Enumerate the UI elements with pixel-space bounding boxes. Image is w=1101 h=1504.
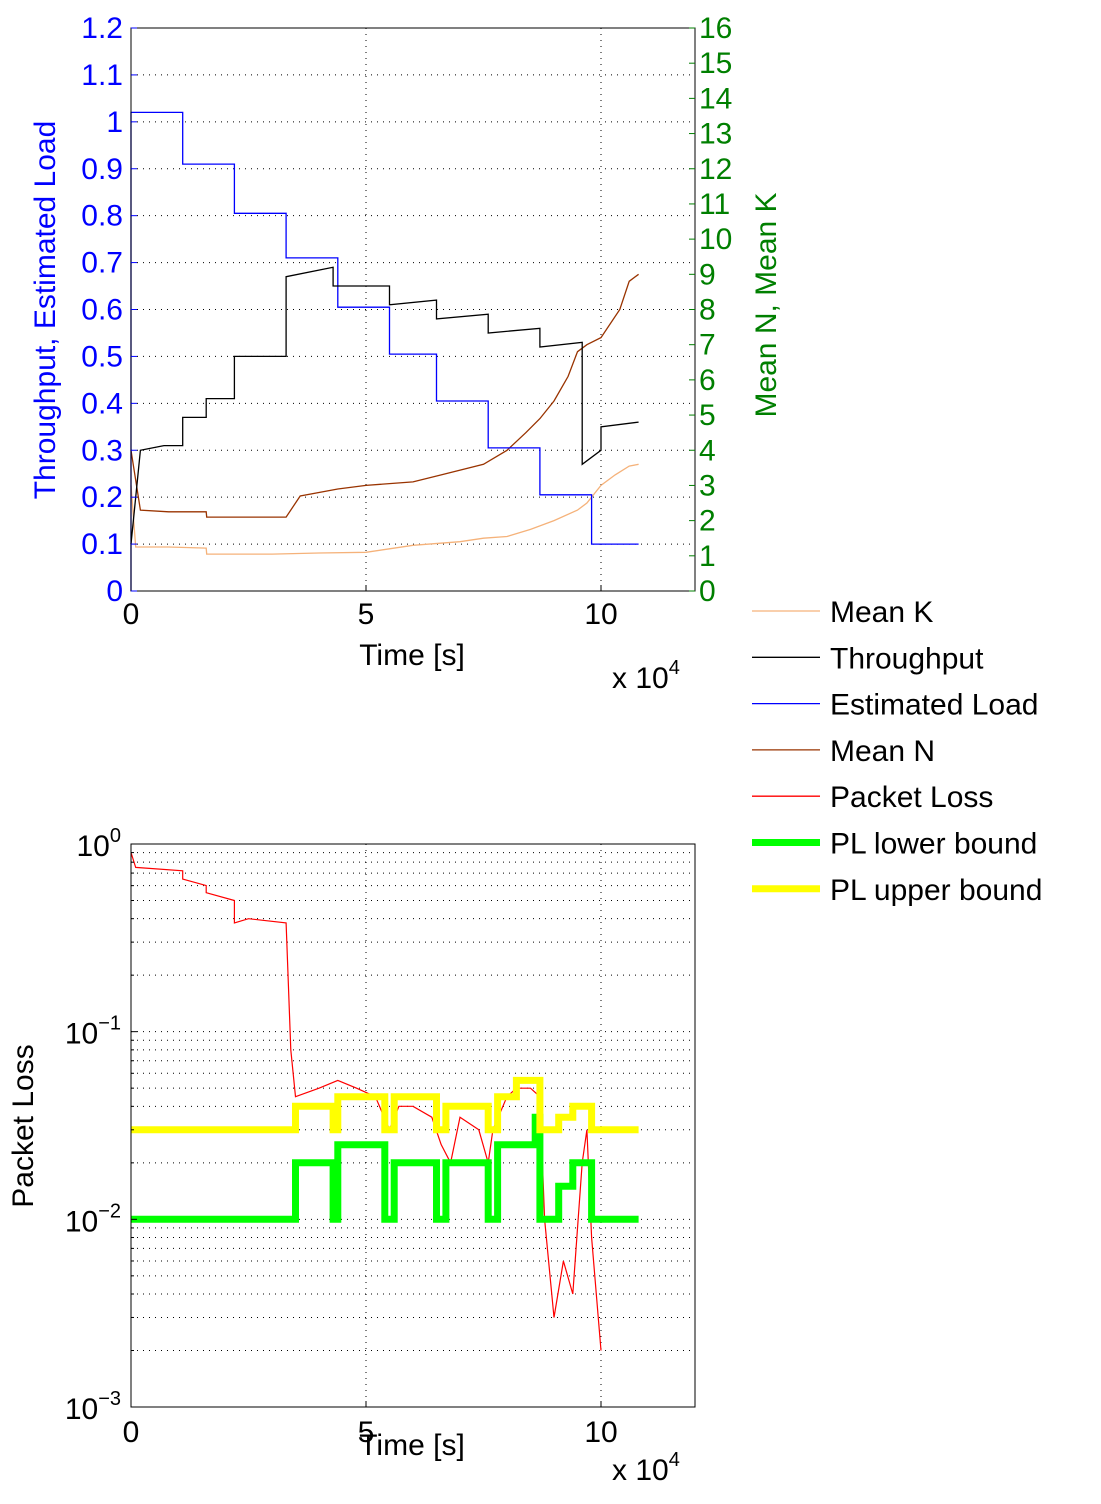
bottom-chart-y-axis-label: Packet Loss [7,1044,40,1207]
top-chart-grid [131,28,695,591]
top-chart-x-multiplier: x 104 [612,657,680,695]
bottom-chart-series-pl-lower-bound [131,1113,639,1223]
bottom-chart-series-packet-loss [130,852,602,1351]
top-chart-series-estimated-load [130,111,639,591]
legend: Mean K Throughput Estimated Load Mean N Pack… [752,596,1042,907]
top-chart-x-tick-label: 10 [584,598,617,631]
bottom-chart-y-tick-label: 10−1 [65,1013,121,1051]
bottom-chart: 0 5 10 100 10−1 10−2 10−3 Time [s] x 104 Pack… [7,825,696,1487]
top-chart-y-tick-label-left: 0.5 [81,340,123,373]
top-chart-y-tick-label-right: 3 [699,469,716,502]
top-chart-y-tick-label-left: 0.8 [81,200,123,233]
bottom-chart-y-tick-label: 100 [77,825,122,863]
top-chart-series-mean-k [130,463,639,555]
top-chart-y-tick-label-left: 0.7 [81,247,123,280]
top-chart-y-tick-label-right: 8 [699,294,716,327]
bottom-chart-series-pl-upper-bound [131,1076,639,1134]
top-chart-y-tick-label-left: 0.6 [81,294,123,327]
top-chart-y-tick-label-right: 14 [699,82,732,115]
top-chart-series [130,111,639,591]
top-chart-y-tick-label-right: 4 [699,434,716,467]
top-chart-y-tick-label-right: 6 [699,364,716,397]
legend-label: Estimated Load [830,689,1038,722]
legend-label: PL upper bound [830,874,1042,907]
top-chart-series-throughput [130,266,639,545]
top-chart-y-tick-label-right: 16 [699,12,732,45]
top-chart-y-tick-label-right: 9 [699,258,716,291]
bottom-chart-x-multiplier-exp: 4 [669,1449,680,1471]
bottom-chart-y-ticks: 100 10−1 10−2 10−3 [65,825,137,1426]
top-chart-y-tick-label-left: 0.2 [81,481,123,514]
top-chart-y-tick-label-right: 12 [699,153,732,186]
bottom-chart-x-ticks: 0 5 10 [123,1401,618,1449]
top-chart-y-tick-label-right: 7 [699,329,716,362]
legend-label: Packet Loss [830,781,993,814]
top-chart-series-mean-n [130,273,639,518]
bottom-chart-x-tick-label: 10 [584,1416,617,1449]
top-chart-y-ticks-left: 0 0.1 0.2 0.3 0.4 0.5 0.6 0.7 0.8 0.9 1 1.1 1.2 [81,12,137,608]
top-chart-y-tick-label-left: 0 [106,575,123,608]
top-chart-y-tick-label-right: 10 [699,223,732,256]
top-chart-x-axis-label: Time [s] [359,639,465,672]
top-chart-y-tick-label-right: 5 [699,399,716,432]
top-chart-x-ticks: 0 5 10 [123,585,618,631]
bottom-chart-grid [131,844,695,1407]
bottom-chart-y-tick-label: 10−3 [65,1388,121,1426]
top-chart-x-tick-label: 0 [123,598,140,631]
top-chart-y-tick-label-right: 1 [699,540,716,573]
top-chart-x-tick-label: 5 [358,598,375,631]
bottom-chart-series [130,852,639,1351]
bottom-chart-x-multiplier: x 104 [612,1449,680,1487]
bottom-chart-y-tick-label: 10−2 [65,1200,121,1238]
legend-label: Mean K [830,596,933,629]
top-chart-x-multiplier-exp: 4 [669,657,680,679]
top-chart-y-tick-label-left: 0.3 [81,434,123,467]
bottom-chart-x-tick-label: 5 [358,1416,375,1449]
top-chart-y-tick-label-left: 0.4 [81,387,123,420]
top-chart: 0 5 10 00.10.20.30.40.50.60.70.80.911.11.2… [29,12,783,695]
bottom-chart-x-axis-label: Time [s] [359,1429,465,1462]
legend-label: PL lower bound [830,828,1037,861]
top-chart-y-axis-label-right: Mean N, Mean K [750,192,783,417]
top-chart-y-tick-label-right: 13 [699,118,732,151]
legend-label: Mean N [830,735,935,768]
top-chart-y-tick-label-left: 1.1 [81,59,123,92]
top-chart-y-tick-label-left: 1 [106,106,123,139]
top-chart-y-tick-label-right: 15 [699,47,732,80]
bottom-chart-x-tick-label: 0 [123,1416,140,1449]
top-chart-y-tick-label-left: 0.1 [81,528,123,561]
legend-label: Throughput [830,642,984,675]
top-chart-y-tick-label-left: 1.2 [81,12,123,45]
top-chart-y-tick-label-right: 11 [699,188,730,221]
top-chart-y-tick-label-right: 0 [699,575,716,608]
top-chart-y-tick-label-right: 2 [699,505,716,538]
top-chart-y-axis-label-left: Throughput, Estimated Load [29,121,62,500]
top-chart-y-tick-label-left: 0.9 [81,153,123,186]
